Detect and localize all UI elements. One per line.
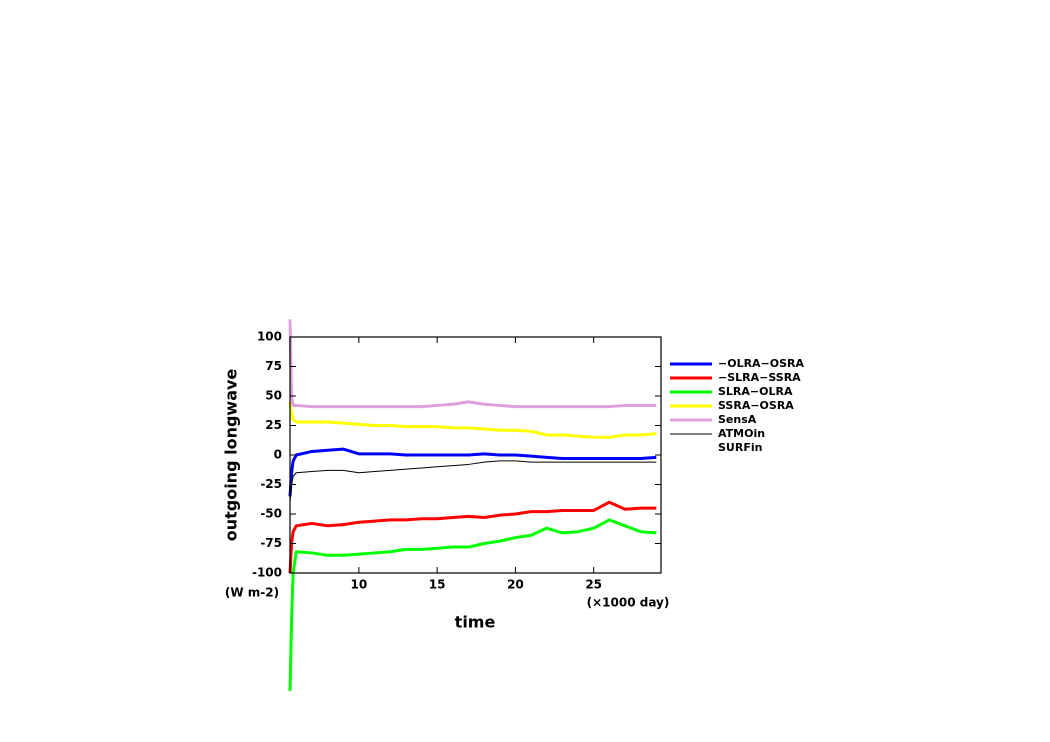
- series-line: [288, 447, 657, 497]
- y-tick-label: 0: [274, 448, 282, 462]
- legend-label: SSRA−OSRA: [718, 399, 794, 412]
- y-tick-label: 100: [257, 330, 282, 344]
- series-line: [288, 500, 657, 574]
- x-tick-label: 20: [507, 578, 524, 592]
- legend-label: SURFin: [718, 441, 762, 454]
- y-tick-label: -100: [252, 566, 282, 580]
- y-unit: (W m-2): [225, 586, 279, 600]
- y-tick-label: -25: [260, 477, 282, 491]
- legend-label: SensA: [718, 413, 757, 426]
- y-tick-label: -50: [260, 507, 282, 521]
- y-tick-label: -75: [260, 536, 282, 550]
- x-tick-label: 10: [351, 578, 368, 592]
- x-unit: (×1000 day): [587, 596, 670, 610]
- series-line: [288, 518, 657, 692]
- legend-label: −OLRA−OSRA: [718, 357, 805, 370]
- y-axis-label: outgoing longwave: [222, 369, 241, 542]
- y-tick-label: 75: [265, 359, 282, 373]
- y-tick-label: 25: [265, 418, 282, 432]
- legend-label: −SLRA−SSRA: [718, 371, 801, 384]
- x-axis-label: time: [455, 613, 496, 632]
- series-line: [289, 460, 657, 503]
- x-tick-label: 15: [429, 578, 446, 592]
- x-tick-label: 25: [585, 578, 602, 592]
- legend-label: ATMOin: [718, 427, 765, 440]
- legend-label: SLRA−OLRA: [718, 385, 793, 398]
- y-tick-label: 50: [265, 389, 282, 403]
- series-line: [288, 319, 657, 409]
- series-line: [288, 401, 657, 439]
